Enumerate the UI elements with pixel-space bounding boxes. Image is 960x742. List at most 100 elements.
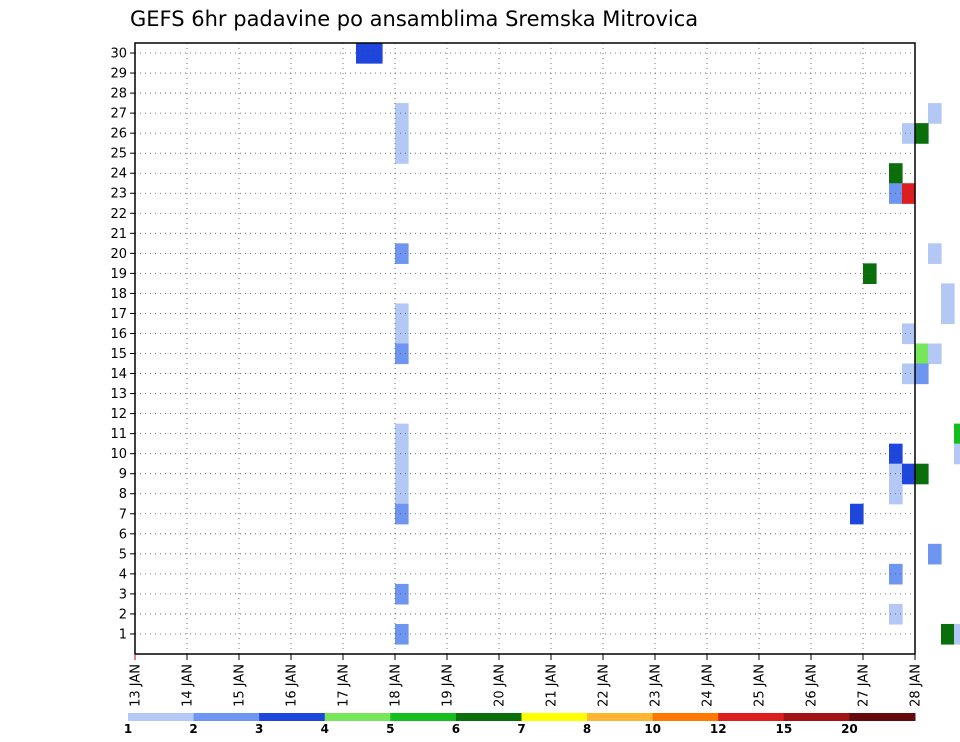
heatmap-cell bbox=[395, 323, 409, 345]
y-tick-label: 3 bbox=[119, 587, 127, 602]
x-tick-label: 28 JAN bbox=[909, 664, 924, 707]
y-tick-label: 1 bbox=[119, 627, 127, 642]
plot-frame bbox=[134, 42, 916, 655]
heatmap-cell bbox=[395, 343, 409, 365]
x-tick-label: 26 JAN bbox=[805, 664, 820, 707]
x-tick-label: 21 JAN bbox=[545, 664, 560, 707]
y-tick-label: 8 bbox=[119, 487, 127, 502]
y-tick-label: 21 bbox=[110, 227, 127, 242]
colorbar-label: 3 bbox=[255, 722, 263, 736]
heatmap-cell bbox=[915, 343, 929, 365]
colorbar-swatch bbox=[128, 713, 195, 721]
x-tick-label: 23 JAN bbox=[649, 664, 664, 707]
y-tick-label: 27 bbox=[110, 107, 127, 122]
grid-lines bbox=[135, 43, 915, 654]
y-tick-label: 7 bbox=[119, 507, 127, 522]
y-tick-label: 9 bbox=[119, 467, 127, 482]
y-tick-label: 19 bbox=[110, 267, 127, 282]
heatmap-cell bbox=[395, 623, 409, 645]
heatmap-cell bbox=[954, 623, 960, 645]
heatmap-cell bbox=[395, 143, 409, 164]
x-tick-label: 25 JAN bbox=[753, 664, 768, 707]
x-tick-label: 16 JAN bbox=[285, 664, 300, 707]
y-tick-label: 30 bbox=[110, 47, 127, 62]
colorbar-label: 20 bbox=[841, 722, 858, 736]
heatmap-cell bbox=[915, 363, 929, 385]
y-tick-label: 28 bbox=[110, 87, 127, 102]
x-axis: 13 JAN 14 JAN 15 JAN 16 JAN 17 JAN 18 JAN 19 J… bbox=[129, 654, 924, 707]
x-tick-label: 17 JAN bbox=[337, 664, 352, 707]
x-tick-label: 19 JAN bbox=[441, 664, 456, 707]
heatmap-cell bbox=[902, 323, 916, 345]
chart-title: GEFS 6hr padavine po ansamblima Sremska … bbox=[130, 7, 698, 31]
heatmap-cell bbox=[395, 463, 409, 485]
colorbar-label: 10 bbox=[644, 722, 661, 736]
heatmap-cell bbox=[915, 123, 929, 144]
colorbar-swatch bbox=[718, 713, 785, 721]
x-tick-label: 13 JAN bbox=[129, 664, 144, 707]
heatmap-cell bbox=[928, 543, 942, 565]
heatmap-cell bbox=[395, 423, 409, 445]
y-tick-label: 4 bbox=[119, 567, 127, 582]
heatmap-cell bbox=[395, 243, 409, 264]
heatmap-cell bbox=[928, 343, 942, 365]
colorbar-label: 5 bbox=[386, 722, 394, 736]
heatmap-cell bbox=[902, 463, 916, 485]
heatmap-cell bbox=[850, 503, 864, 525]
x-tick-label: 20 JAN bbox=[493, 664, 508, 707]
y-tick-label: 25 bbox=[110, 147, 127, 162]
y-tick-label: 14 bbox=[110, 367, 127, 382]
y-tick-label: 22 bbox=[110, 207, 127, 222]
y-tick-label: 2 bbox=[119, 607, 127, 622]
heatmap-cell bbox=[902, 183, 916, 204]
heatmap-cell bbox=[395, 123, 409, 144]
heatmap-cell bbox=[395, 583, 409, 605]
y-tick-label: 15 bbox=[110, 347, 127, 362]
heatmap-cell bbox=[395, 303, 409, 325]
y-tick-label: 5 bbox=[119, 547, 127, 562]
x-tick-label: 27 JAN bbox=[857, 664, 872, 707]
heatmap-cells bbox=[356, 43, 960, 645]
x-tick-label: 14 JAN bbox=[181, 664, 196, 707]
heatmap-cell bbox=[941, 283, 955, 305]
colorbar-swatch bbox=[193, 713, 260, 721]
colorbar-swatch bbox=[849, 713, 916, 721]
colorbar-swatch bbox=[455, 713, 522, 721]
y-tick-label: 16 bbox=[110, 327, 127, 342]
y-tick-label: 13 bbox=[110, 387, 127, 402]
y-tick-label: 23 bbox=[110, 187, 127, 202]
heatmap-cell bbox=[902, 363, 916, 385]
x-tick-label: 22 JAN bbox=[597, 664, 612, 707]
y-tick-label: 18 bbox=[110, 287, 127, 302]
heatmap-cell bbox=[941, 623, 955, 645]
x-tick-label: 24 JAN bbox=[701, 664, 716, 707]
heatmap-cell bbox=[954, 443, 960, 465]
colorbar-label: 12 bbox=[710, 722, 727, 736]
heatmap-cell bbox=[395, 503, 409, 525]
y-tick-label: 26 bbox=[110, 127, 127, 142]
y-tick-label: 12 bbox=[110, 407, 127, 422]
x-tick-label: 18 JAN bbox=[389, 664, 404, 707]
heatmap-cell bbox=[395, 103, 409, 124]
y-tick-label: 11 bbox=[110, 427, 127, 442]
y-tick-label: 10 bbox=[110, 447, 127, 462]
heatmap-cell bbox=[928, 103, 942, 124]
colorbar-label: 6 bbox=[452, 722, 460, 736]
heatmap-cell bbox=[928, 243, 942, 264]
colorbar-label: 7 bbox=[517, 722, 525, 736]
colorbar-swatch bbox=[390, 713, 457, 721]
y-axis: 1234567891011121314151617181920212223242… bbox=[110, 47, 135, 642]
y-tick-label: 6 bbox=[119, 527, 127, 542]
colorbar-label: 8 bbox=[583, 722, 591, 736]
heatmap-cell bbox=[954, 423, 960, 445]
colorbar-label: 2 bbox=[189, 722, 197, 736]
heatmap-cell bbox=[863, 263, 877, 284]
heatmap-cell bbox=[941, 303, 955, 325]
colorbar-swatch bbox=[259, 713, 326, 721]
colorbar-swatch bbox=[324, 713, 391, 721]
colorbar-label: 15 bbox=[775, 722, 792, 736]
colorbar-swatch bbox=[521, 713, 588, 721]
heatmap-cell bbox=[395, 483, 409, 505]
colorbar-label: 4 bbox=[321, 722, 329, 736]
